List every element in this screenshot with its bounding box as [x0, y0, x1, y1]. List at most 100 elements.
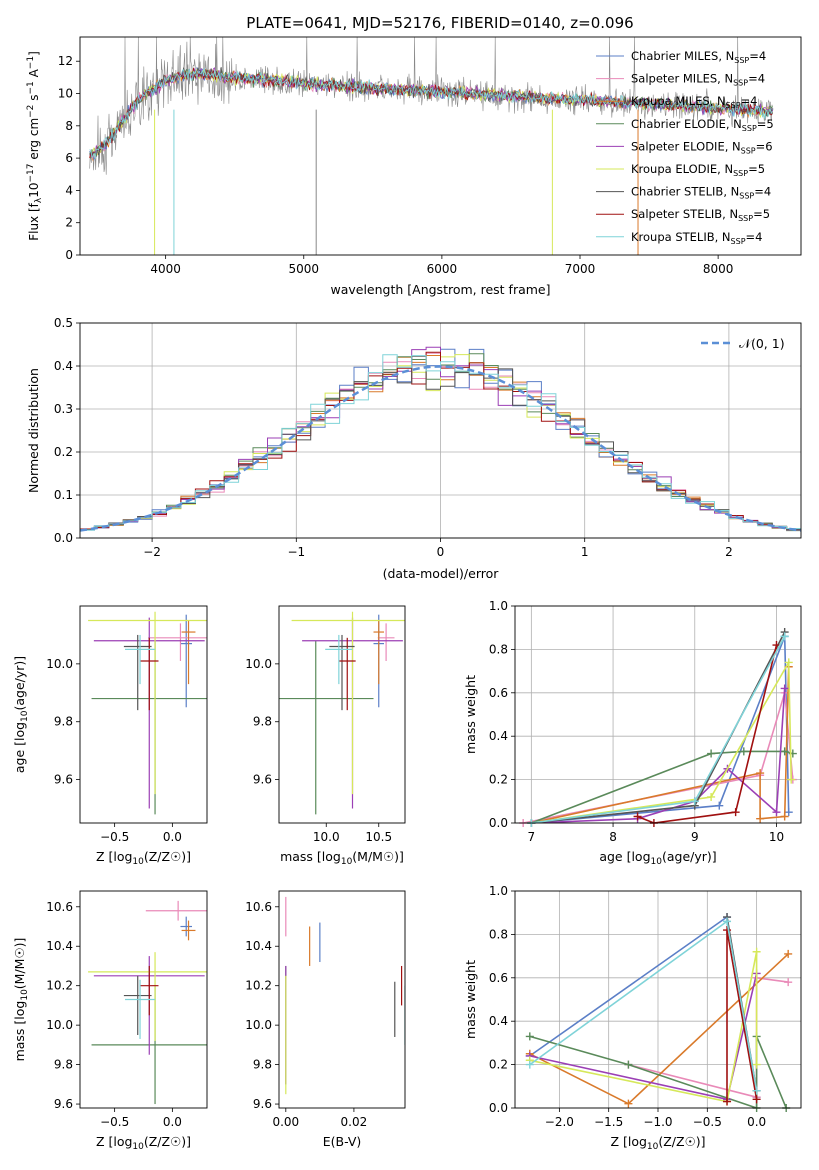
panels: 4000 5000 6000 7000 8000024681012wavelength … — [12, 36, 802, 1152]
x-tick-label: 9 — [691, 830, 699, 844]
legend-label: Kroupa ELODIE, NSSP=5 — [631, 162, 765, 178]
axis-label-part: (Z/Z☉)] — [144, 1134, 191, 1149]
weight-marker — [780, 684, 789, 693]
model-spectrum — [89, 66, 773, 157]
axis-label-part: (M/M☉)] — [12, 938, 27, 990]
y-tick-label: 6 — [65, 151, 73, 165]
legend-label-text: Salpeter MILES, N — [631, 72, 733, 86]
weight-marker — [780, 812, 789, 821]
y-tick-label: 0.0 — [489, 1101, 508, 1115]
axes-frame — [514, 890, 802, 1109]
weight-marker — [784, 978, 793, 987]
y-tick-label: 10 — [58, 87, 73, 101]
legend-label-sub: SSP — [741, 146, 756, 155]
data-point — [180, 614, 192, 708]
x-tick-label: 7 — [528, 830, 536, 844]
axes-frame — [79, 890, 208, 1109]
y-axis-label: mass weight — [463, 960, 478, 1039]
axis-label: age [log10(age/yr)] — [12, 656, 30, 773]
y-tick-label: 1.0 — [489, 884, 508, 898]
weight-marker — [752, 1095, 761, 1104]
y-tick-label: 9.8 — [54, 715, 73, 729]
y-tick-label: 9.6 — [253, 1097, 272, 1111]
y-tick-label: 2 — [65, 216, 73, 230]
x-tick-label: −2.0 — [545, 1115, 574, 1129]
x-tick-label: −0.5 — [100, 1115, 129, 1129]
x-tick-label: 7000 — [565, 262, 596, 276]
data-point — [88, 611, 207, 795]
panel-age_vs_Z: −0.5 0.09.69.810.0Z [log10(Z/Z☉)]age [log… — [12, 605, 208, 867]
axis-label-part: (Z/Z☉)] — [144, 849, 191, 864]
y-tick-label: 0 — [65, 248, 73, 262]
y-axis-label-part: 10 — [27, 183, 41, 198]
model-spectrum — [89, 68, 773, 159]
y-tick-label: 0.6 — [489, 686, 508, 700]
x-tick-label: 0.00 — [272, 1115, 299, 1129]
legend-label-count: =4 — [754, 185, 771, 199]
weight-marker — [752, 1060, 761, 1069]
axis-label-part: (M/M☉)] — [352, 849, 404, 864]
y-axis-label-part: −1 — [26, 81, 36, 94]
y-tick-label: 0.2 — [54, 445, 73, 459]
legend-label-sub: SSP — [731, 237, 746, 246]
data-point — [181, 920, 196, 941]
x-tick-label: −0.5 — [693, 1115, 722, 1129]
axis-label: Z [log10(Z/Z☉)] — [96, 1134, 191, 1152]
x-tick-label: 5000 — [288, 262, 319, 276]
data-point — [148, 623, 207, 661]
legend-label-sub: SSP — [738, 214, 753, 223]
y-tick-label: 0.5 — [54, 316, 73, 330]
axis-label-sub: 10 — [651, 857, 663, 867]
data-point — [291, 611, 405, 795]
panel-mass_vs_Z: −0.5 0.09.69.810.010.210.410.6Z [log10(Z/… — [12, 890, 208, 1152]
y-tick-label: 10.0 — [245, 1018, 272, 1032]
y-axis-label-part: ] — [27, 51, 41, 56]
weight-marker — [780, 747, 789, 756]
legend-label-count: =5 — [748, 162, 765, 176]
data-point — [279, 640, 374, 815]
axis-label-part: (age/yr)] — [12, 656, 27, 711]
weight-marker — [707, 792, 716, 801]
x-tick-label: 4000 — [150, 262, 181, 276]
y-tick-label: 0.0 — [54, 531, 73, 545]
y-tick-label: 0.3 — [54, 402, 73, 416]
x-tick-label: 10 — [769, 830, 784, 844]
axis-label-sub: 10 — [20, 989, 30, 1001]
weight-marker — [715, 801, 724, 810]
axis-label-sub: 10 — [20, 710, 30, 722]
y-tick-label: 4 — [65, 183, 73, 197]
legend-label-count: =4 — [741, 94, 758, 108]
y-tick-label: 12 — [58, 54, 73, 68]
y-tick-label: 9.8 — [54, 1058, 73, 1072]
y-tick-label: 10.4 — [245, 939, 272, 953]
weight-marker — [756, 814, 765, 823]
axis-label-part: mass [log — [12, 1001, 27, 1062]
weight-line — [531, 666, 790, 823]
weight-marker — [525, 1032, 534, 1041]
weight-marker — [752, 1086, 761, 1095]
legend-label: Salpeter MILES, NSSP=4 — [631, 72, 765, 88]
weight-marker — [739, 747, 748, 756]
y-axis-label: Flux [fλ10−17 erg cm−2 s−1 A−1] — [26, 51, 44, 241]
x-tick-label: 0.0 — [163, 1115, 182, 1129]
axis-label-sub: 10 — [341, 857, 353, 867]
legend-label-text: Kroupa ELODIE, N — [631, 162, 733, 176]
weight-marker — [633, 812, 642, 821]
axis-label-sub: 10 — [132, 857, 144, 867]
residual-histogram — [80, 351, 801, 531]
legend-label-count: =4 — [749, 49, 766, 63]
weight-marker — [723, 926, 732, 935]
legend-label: Kroupa STELIB, NSSP=4 — [631, 230, 762, 246]
y-tick-label: 0.2 — [489, 773, 508, 787]
weight-marker — [723, 917, 732, 926]
y-tick-label: 8 — [65, 119, 73, 133]
legend-label: Chabrier STELIB, NSSP=4 — [631, 185, 771, 201]
legend-label: Salpeter STELIB, NSSP=5 — [631, 207, 770, 223]
y-tick-label: 9.6 — [54, 773, 73, 787]
x-tick-label: 10.5 — [365, 830, 392, 844]
x-tick-label: 0.0 — [163, 830, 182, 844]
legend-label: Kroupa MILES, NSSP=4 — [631, 94, 757, 110]
axis-label-part: Z [log — [96, 849, 132, 864]
y-tick-label: 0.2 — [489, 1058, 508, 1072]
